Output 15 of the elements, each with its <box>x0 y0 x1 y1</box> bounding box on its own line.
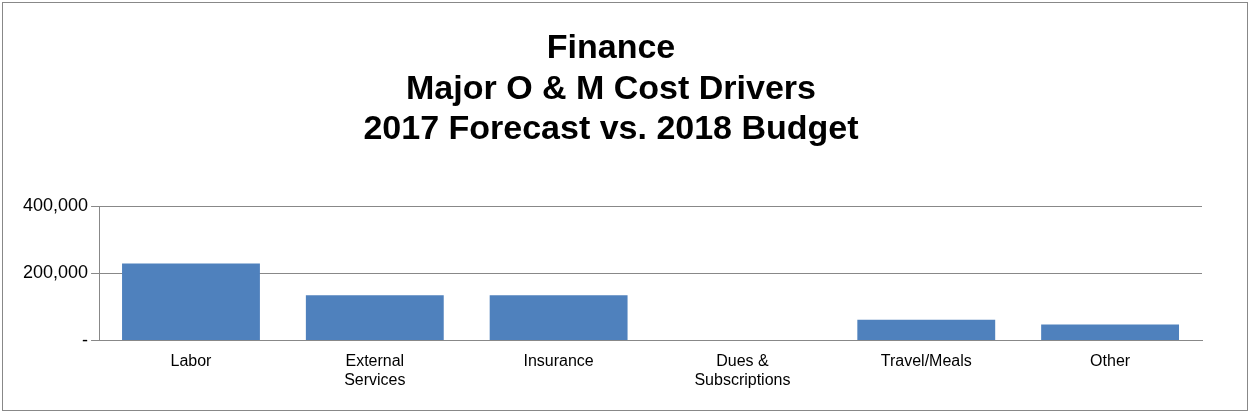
bar <box>122 263 260 341</box>
chart-title: Finance Major O & M Cost Drivers 2017 Forecast vs. 2018 Budget <box>363 26 859 147</box>
x-tick-label: Labor <box>170 351 213 369</box>
x-tick-label: External Services <box>344 351 406 388</box>
x-tick-label: Travel/Meals <box>880 351 972 369</box>
y-tick-label: 400,000 <box>22 195 89 216</box>
bar <box>857 319 996 341</box>
bar <box>489 295 628 341</box>
x-tick-label: Other <box>1090 351 1131 369</box>
bar <box>1041 324 1180 341</box>
y-tick-label: 200,000 <box>22 262 89 283</box>
y-tick-label: - <box>82 329 89 350</box>
bar <box>305 295 444 341</box>
x-tick-label: Dues & Subscriptions <box>694 351 791 388</box>
x-tick-label: Insurance <box>523 351 594 369</box>
